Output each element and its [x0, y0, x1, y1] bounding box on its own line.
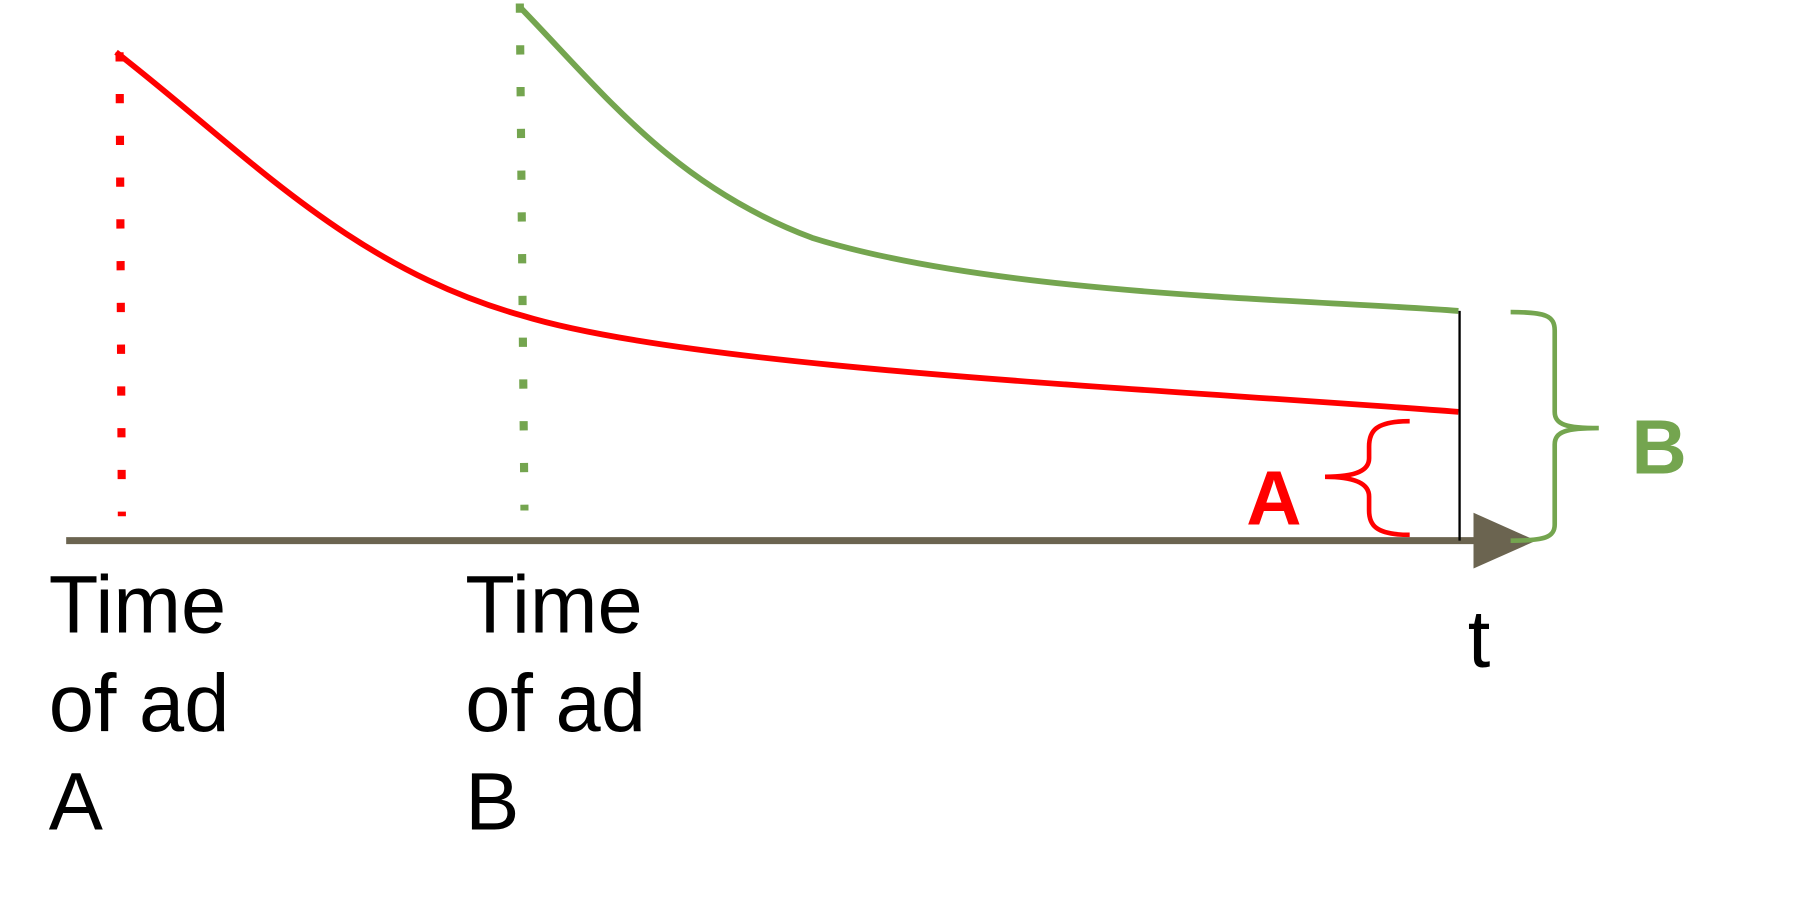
ad-b-label-line: B: [465, 757, 519, 848]
brace-a: [1324, 418, 1410, 538]
ad-b-label-line: Time: [465, 559, 642, 650]
decay-curve-a: [114, 49, 1459, 415]
ad-a-label-line: A: [49, 757, 103, 848]
brace-b-label: B: [1631, 405, 1686, 490]
ad-a-label-line: of ad: [49, 658, 230, 749]
ad-a-label-line: Time: [49, 559, 226, 650]
ad-b-label-line: of ad: [465, 658, 646, 749]
ad-b-marker: [515, 3, 529, 511]
brace-b: [1510, 309, 1599, 543]
time-axis-label: t: [1468, 594, 1491, 685]
ad-a-marker: [115, 52, 126, 517]
decay-curve-b: [516, 3, 1459, 314]
brace-a-label: A: [1246, 456, 1301, 541]
